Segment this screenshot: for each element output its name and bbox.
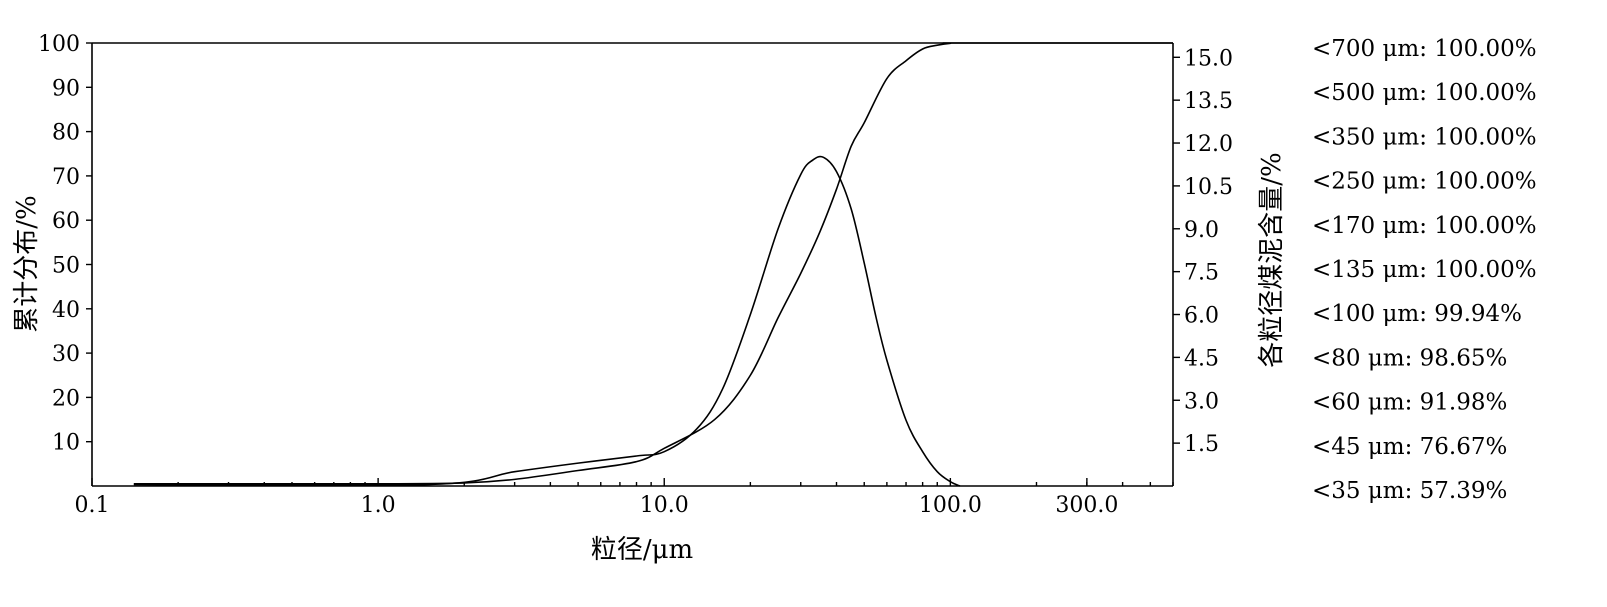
x-tick-label: 100.0 [919,493,982,518]
y-right-tick-label: 9.0 [1184,218,1219,243]
cumulative-stat-line: <170 μm: 100.00% [1312,213,1537,239]
x-tick-label: 1.0 [361,493,396,518]
y-left-tick-label: 10 [52,431,80,456]
y-left-tick-label: 90 [52,76,80,101]
y-left-tick-label: 70 [52,165,80,190]
cumulative-stat-line: <80 μm: 98.65% [1312,345,1507,371]
cumulative-stat-line: <500 μm: 100.00% [1312,80,1537,106]
cumulative-stat-line: <60 μm: 91.98% [1312,390,1507,416]
y-left-tick-label: 30 [52,342,80,367]
y-right-tick-label: 13.5 [1184,89,1233,114]
y-right-tick-label: 10.5 [1184,175,1233,200]
cumulative-stat-line: <700 μm: 100.00% [1312,36,1537,62]
ticks-layer: 0.1 1.0 10.0 100.0 300.0 10 20 30 40 50 60 70 80 90 10… [38,32,1233,518]
cumulative-stat-line: <350 μm: 100.00% [1312,124,1537,150]
y-left-tick-label: 60 [52,209,80,234]
cumulative-stat-line: <100 μm: 99.94% [1312,301,1522,327]
y-left-tick-label: 50 [52,254,80,279]
y-left-tick-label: 20 [52,386,80,411]
curves-layer [133,42,1173,487]
cumulative-stat-line: <35 μm: 57.39% [1312,478,1507,504]
cumulative-curve [133,42,1173,485]
cumulative-stat-line: <250 μm: 100.00% [1312,169,1537,195]
y-left-tick-label: 100 [38,32,80,57]
y-right-tick-label: 15.0 [1184,46,1233,71]
x-tick-label: 300.0 [1055,493,1118,518]
y-right-tick-label: 7.5 [1184,261,1219,286]
y-right-axis-title: 各粒径煤泥含量/% [1257,152,1287,367]
cumulative-stat-line: <45 μm: 76.67% [1312,434,1507,460]
x-axis-title: 粒径/μm [591,535,693,565]
x-tick-label: 10.0 [640,493,689,518]
plot-frame [91,42,1174,487]
y-right-tick-label: 1.5 [1184,432,1219,457]
y-right-tick-label: 4.5 [1184,346,1219,371]
x-tick-label: 0.1 [75,493,110,518]
y-right-tick-label: 6.0 [1184,304,1219,329]
y-right-tick-label: 3.0 [1184,389,1219,414]
y-left-axis-title: 累计分布/% [12,195,42,332]
y-left-tick-label: 80 [52,121,80,146]
cumulative-stat-line: <135 μm: 100.00% [1312,257,1537,283]
y-left-tick-label: 40 [52,298,80,323]
y-right-tick-label: 12.0 [1184,132,1233,157]
cumulative-annotations: <700 μm: 100.00% <500 μm: 100.00% <350 μm:… [1312,36,1537,504]
frequency-curve [133,155,961,487]
